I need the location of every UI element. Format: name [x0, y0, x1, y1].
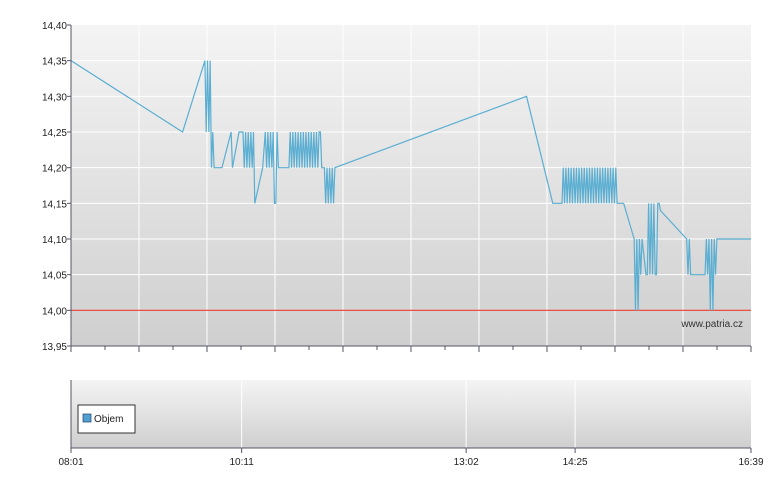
- legend-swatch-objem: [82, 413, 92, 423]
- x-tick-label: 10:11: [230, 457, 255, 468]
- x-tick-label: 16:39: [738, 457, 763, 468]
- watermark: www.patria.cz: [680, 319, 743, 330]
- volume-plot-background: [71, 380, 751, 448]
- volume-legend: Objem: [77, 404, 136, 434]
- y-tick-label: 14,30: [42, 92, 67, 103]
- y-tick-label: 13,95: [42, 342, 67, 353]
- y-tick-label: 14,35: [42, 57, 67, 68]
- y-tick-label: 14,05: [42, 271, 67, 282]
- volume-grid: [241, 380, 576, 448]
- y-tick-label: 14,40: [42, 21, 67, 32]
- price-series-group: [70, 60, 751, 311]
- time-axis-labels: 08:01 10:11 13:02 14:25 16:39: [58, 457, 763, 468]
- y-tick-label: 14,10: [42, 235, 67, 246]
- y-tick-label: 14,20: [42, 164, 67, 175]
- y-tick-label: 14,00: [42, 306, 67, 317]
- volume-panel: Objem: [70, 380, 752, 453]
- legend-label-objem: Objem: [94, 414, 123, 425]
- y-tick-label: 14,25: [42, 128, 67, 139]
- x-tick-label: 08:01: [58, 457, 83, 468]
- price-panel: www.patria.cz 13,9514,0014,0514,1014,151…: [42, 21, 752, 353]
- volume-axes: [70, 380, 752, 453]
- y-tick-label: 14,15: [42, 199, 67, 210]
- price-axes: 13,95 14,00 14,05 14,10 14,15 14,20 14,25 14,30…: [42, 21, 752, 353]
- price-series-line: [70, 60, 751, 311]
- x-tick-label: 13:02: [454, 457, 479, 468]
- x-tick-label: 14:25: [563, 457, 588, 468]
